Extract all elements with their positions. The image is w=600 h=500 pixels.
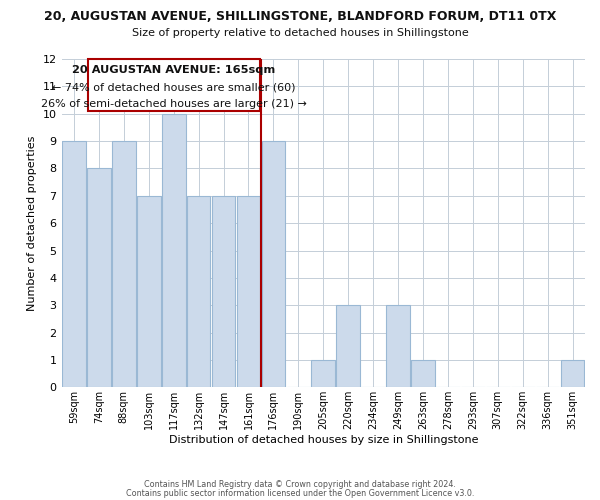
Bar (62, 141, 86, 388)
Bar (386, 305, 410, 388)
X-axis label: Distribution of detached houses by size in Shillingstone: Distribution of detached houses by size … (169, 435, 478, 445)
Text: 20 AUGUSTAN AVENUE: 165sqm: 20 AUGUSTAN AVENUE: 165sqm (72, 65, 275, 75)
Bar (187, 196, 211, 388)
Bar (87, 168, 111, 388)
Bar (162, 114, 185, 388)
Bar (337, 305, 360, 388)
Bar (411, 360, 435, 388)
FancyBboxPatch shape (88, 59, 260, 111)
Bar (311, 360, 335, 388)
Text: ← 74% of detached houses are smaller (60): ← 74% of detached houses are smaller (60… (52, 82, 295, 92)
Text: Contains public sector information licensed under the Open Government Licence v3: Contains public sector information licen… (126, 488, 474, 498)
Text: Size of property relative to detached houses in Shillingstone: Size of property relative to detached ho… (131, 28, 469, 38)
Bar (236, 196, 260, 388)
Bar (262, 141, 285, 388)
Text: Contains HM Land Registry data © Crown copyright and database right 2024.: Contains HM Land Registry data © Crown c… (144, 480, 456, 489)
Bar (560, 360, 584, 388)
Bar (212, 196, 235, 388)
Y-axis label: Number of detached properties: Number of detached properties (27, 136, 37, 311)
Bar (137, 196, 161, 388)
Text: 20, AUGUSTAN AVENUE, SHILLINGSTONE, BLANDFORD FORUM, DT11 0TX: 20, AUGUSTAN AVENUE, SHILLINGSTONE, BLAN… (44, 10, 556, 23)
Text: 26% of semi-detached houses are larger (21) →: 26% of semi-detached houses are larger (… (41, 99, 307, 109)
Bar (112, 141, 136, 388)
